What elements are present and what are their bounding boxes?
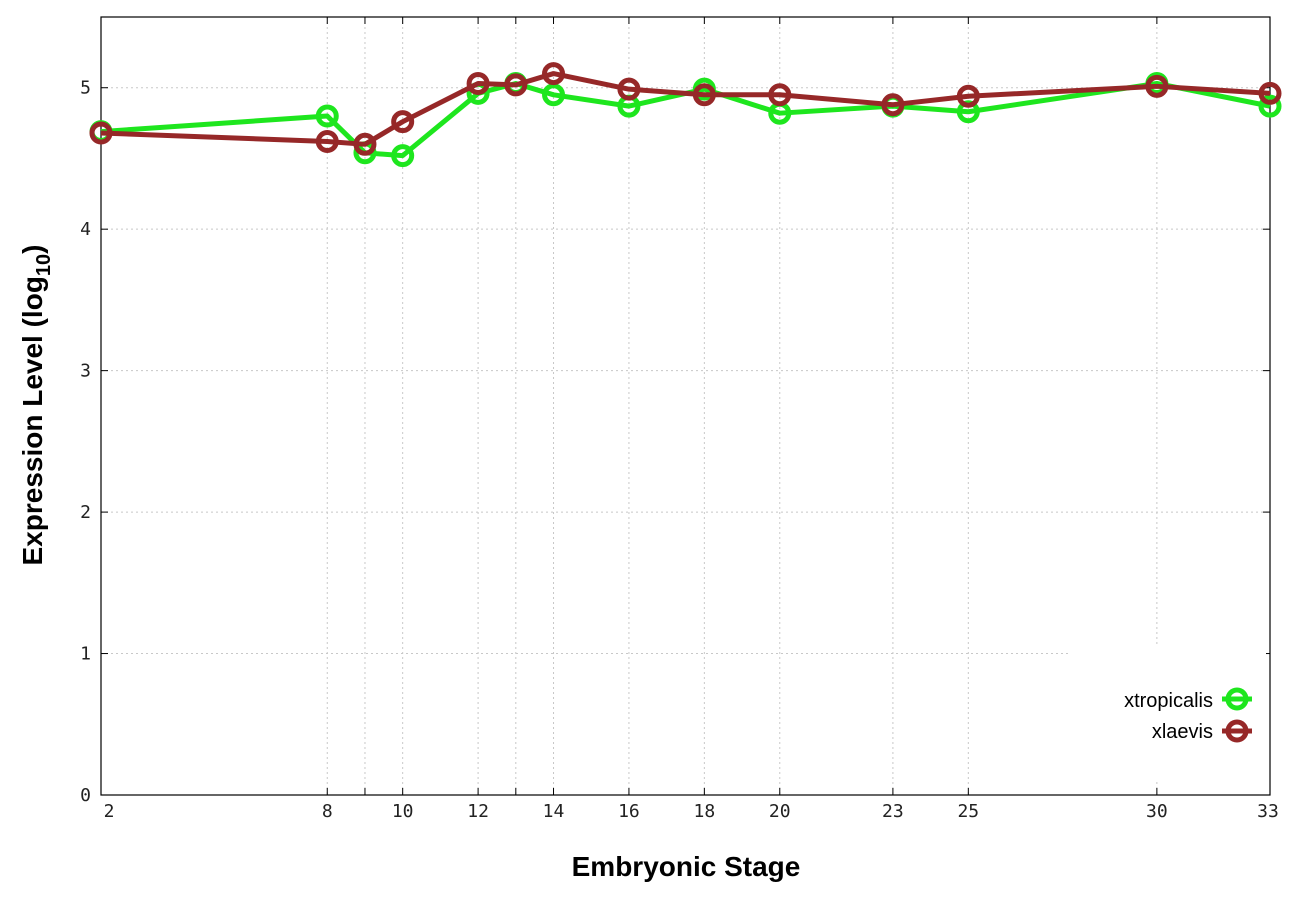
legend-swatch-marker-xtropicalis (1225, 687, 1249, 711)
data-point-xlaevis (617, 77, 641, 101)
y-tick-label: 0 (80, 785, 91, 806)
x-tick-label: 18 (694, 801, 716, 822)
data-point-xlaevis (956, 84, 980, 108)
data-point-xlaevis (692, 83, 716, 107)
data-point-xtropicalis (391, 144, 415, 168)
y-tick-label: 1 (80, 644, 91, 665)
x-tick-label: 25 (957, 801, 979, 822)
x-tick-label: 16 (618, 801, 640, 822)
y-axis-title-close: ) (17, 245, 48, 254)
series-layer (89, 62, 1282, 168)
legend-label-xtropicalis: xtropicalis (1124, 690, 1213, 712)
plot-frame (100, 16, 1271, 796)
x-tick-labels: 2 8 10 12 14 16 18 20 23 25 30 33 (104, 801, 1279, 822)
data-point-xlaevis (542, 62, 566, 86)
x-tick-label: 12 (467, 801, 489, 822)
data-point-xlaevis (466, 71, 490, 95)
data-point-xtropicalis (542, 83, 566, 107)
tick-marks (100, 17, 1271, 796)
data-point-xlaevis (881, 93, 905, 117)
data-point-xlaevis (504, 73, 528, 97)
legend-item-xtropicalis: xtropicalis (1124, 687, 1252, 712)
data-point-xlaevis (1258, 81, 1282, 105)
data-point-xlaevis (1145, 74, 1169, 98)
y-tick-labels: 0 1 2 3 4 5 (80, 78, 91, 806)
data-point-xtropicalis (1258, 94, 1282, 118)
y-axis-title: Expression Level (log10) (17, 245, 55, 566)
x-tick-label: 10 (392, 801, 414, 822)
legend-label-xlaevis: xlaevis (1152, 721, 1213, 743)
x-tick-label: 30 (1146, 801, 1168, 822)
data-point-xlaevis (89, 121, 113, 145)
y-axis-title-subscript: 10 (33, 254, 55, 276)
legend-swatch-marker-xlaevis (1225, 719, 1249, 743)
legend-item-xlaevis: xlaevis (1152, 719, 1252, 743)
x-tick-label: 2 (104, 801, 115, 822)
legend-background (1070, 645, 1266, 780)
x-tick-label: 23 (882, 801, 904, 822)
y-tick-label: 5 (80, 78, 91, 99)
y-axis-title-main: Expression Level (log (17, 276, 48, 565)
x-tick-label: 14 (543, 801, 565, 822)
data-point-xlaevis (391, 110, 415, 134)
x-tick-label: 20 (769, 801, 791, 822)
y-tick-label: 4 (80, 219, 91, 240)
x-tick-label: 8 (322, 801, 333, 822)
series-line-xlaevis (100, 71, 1271, 147)
series-xlaevis (89, 62, 1282, 156)
data-point-xlaevis (353, 132, 377, 156)
legend: xtropicalis xlaevis (1070, 645, 1266, 780)
x-tick-label: 33 (1257, 801, 1279, 822)
y-tick-label: 3 (80, 361, 91, 382)
data-point-xlaevis (315, 129, 339, 153)
data-point-xlaevis (768, 83, 792, 107)
data-point-xtropicalis (315, 104, 339, 128)
y-tick-label: 2 (80, 502, 91, 523)
x-axis-title: Embryonic Stage (572, 851, 801, 882)
